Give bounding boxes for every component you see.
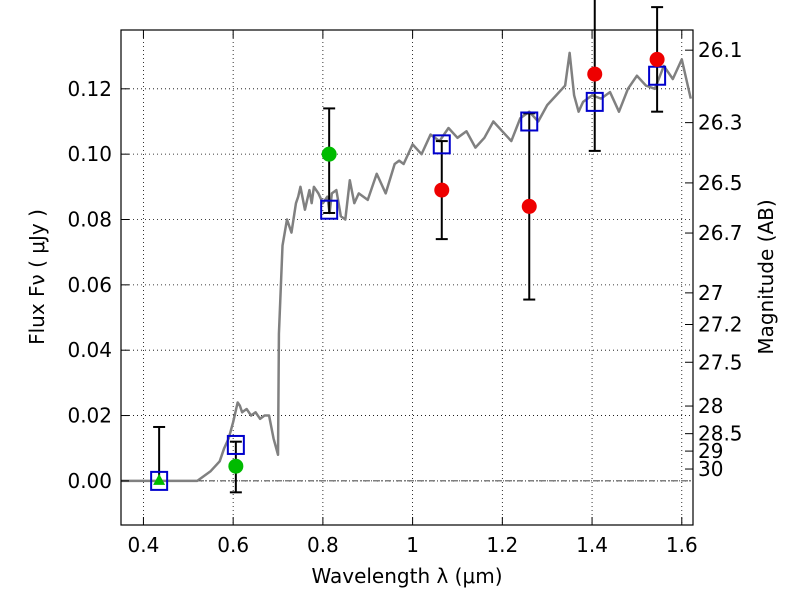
y2-tick-label: 26.1 [698, 38, 743, 62]
model-photometry-box [585, 91, 604, 112]
y-tick-label: 0.00 [67, 469, 112, 493]
plot-frame [120, 29, 694, 526]
x-tick-label: 1.6 [666, 533, 698, 557]
y2-tick-label: 27 [698, 281, 723, 305]
x-tick-label: 0.6 [217, 533, 249, 557]
observed-point [321, 146, 337, 162]
model-spectrum-line [121, 51, 692, 483]
y2-tick-label: 30 [698, 457, 723, 481]
observed-point [521, 198, 537, 214]
y-tick-label: 0.08 [67, 208, 112, 232]
model-photometry-box [432, 134, 451, 155]
y2-tick-label: 27.5 [698, 350, 743, 374]
x-axis-label: Wavelength λ (μm) [311, 564, 502, 588]
y-tick-label: 0.04 [67, 338, 112, 362]
plot-background [121, 30, 693, 525]
y2-tick-label: 26.3 [698, 111, 743, 135]
x-tick-label: 1.4 [576, 533, 608, 557]
y2-tick-label: 28.5 [698, 422, 743, 446]
model-photometry-box [520, 111, 539, 132]
y-tick-label: 0.02 [67, 404, 112, 428]
observed-point [587, 66, 603, 82]
model-photometry-box [150, 470, 169, 491]
y-tick-label: 0.10 [67, 142, 112, 166]
observed-point [434, 182, 450, 198]
y-tick-label: 0.06 [67, 273, 112, 297]
observed-point [649, 51, 665, 67]
y-tick-label: 0.12 [67, 77, 112, 101]
y2-tick-label: 27.2 [698, 313, 743, 337]
y2-tick-label: 26.7 [698, 221, 743, 245]
y2-tick-label: 29 [698, 439, 723, 463]
x-axis-ticks: 0.4 0.6 0.8 1 1.2 1.4 1.6 [128, 30, 698, 557]
y2-tick-label: 26.5 [698, 171, 743, 195]
y-axis-label: Flux Fν ( μJy ) [25, 209, 49, 345]
y2-tick-label: 28 [698, 394, 723, 418]
x-tick-label: 0.8 [307, 533, 339, 557]
y-axis-ticks: 0.00 0.02 0.04 0.06 0.08 0.10 0.12 [67, 77, 129, 493]
model-photometry-boxes [150, 65, 667, 491]
observed-point [228, 458, 244, 474]
observed-point-triangle [153, 473, 166, 485]
x-tick-label: 1 [406, 533, 419, 557]
x-tick-label: 0.4 [128, 533, 160, 557]
model-photometry-box [320, 199, 339, 220]
y2-axis-label: Magnitude (AB) [754, 199, 778, 354]
model-photometry-box [226, 434, 245, 455]
x-tick-label: 1.2 [486, 533, 518, 557]
observed-points [153, 51, 665, 485]
